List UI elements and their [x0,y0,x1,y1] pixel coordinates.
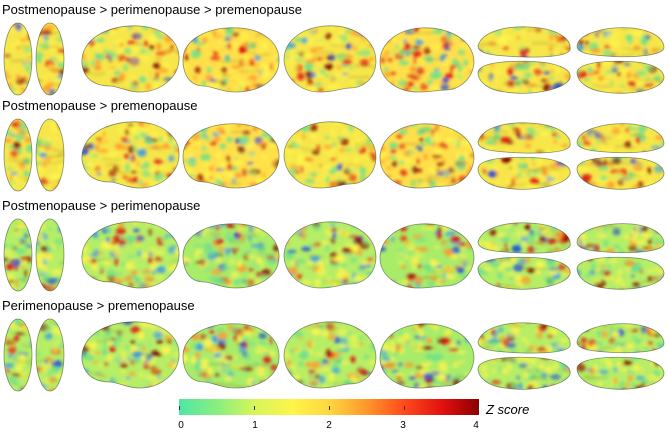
colorbar-tick-2: 2 [326,420,332,431]
brain-maps-svg [3,22,665,96]
brain-view-ventral-bottom-left [477,256,571,290]
brain-view-medial-left [182,27,280,93]
row-title-2: Postmenopause > perimenopause [2,198,201,213]
brain-maps-svg [3,118,665,192]
brain-view-medial-right [379,123,475,189]
brain-view-dorsal-right [35,22,65,96]
brain-maps-svg [3,318,665,392]
brain-view-lateral-left [81,25,180,93]
brain-view-ventral-top-right [576,223,665,254]
brain-row-0 [0,20,669,98]
brain-view-ventral-top-right [576,27,665,58]
brain-maps-svg [3,218,665,292]
brain-view-lateral-right [283,121,377,189]
brain-view-lateral-left [81,321,180,389]
brain-view-lateral-right [283,25,377,93]
brain-view-ventral-bottom-left [477,356,571,390]
colorbar-tick-mark-0 [179,406,180,410]
brain-view-ventral-bottom-left [477,156,571,190]
colorbar-tick-0: 0 [178,420,184,431]
brain-view-lateral-right [283,221,377,289]
brain-view-ventral-bottom-right [576,60,665,94]
colorbar-title: Z score [486,402,530,417]
colorbar-tick-4: 4 [473,420,479,431]
brain-view-ventral-top-right [576,123,665,154]
brain-view-ventral-top-left [477,322,571,354]
colorbar-tick-mark-1 [254,406,255,410]
brain-view-dorsal-right [35,218,65,292]
brain-view-ventral-top-left [477,26,571,58]
brain-view-ventral-bottom-right [576,156,665,190]
brain-row-2 [0,216,669,294]
brain-view-ventral-top-left [477,122,571,154]
row-title-0: Postmenopause > perimenopause > premenop… [2,2,302,17]
brain-view-dorsal-right [35,118,65,192]
brain-view-dorsal-left [3,22,33,96]
brain-view-lateral-left [81,221,180,289]
brain-view-lateral-right [283,321,377,389]
brain-view-ventral-top-right [576,323,665,354]
brain-view-ventral-bottom-right [576,356,665,390]
brain-view-medial-left [182,223,280,289]
colorbar-tick-mark-3 [404,406,405,410]
brain-view-medial-right [379,27,475,93]
colorbar-tick-3: 3 [400,420,406,431]
brain-view-ventral-bottom-right [576,256,665,290]
colorbar-tick-mark-2 [329,406,330,410]
brain-view-medial-left [182,323,280,389]
brain-row-1 [0,116,669,194]
brain-view-ventral-top-left [477,222,571,254]
brain-view-dorsal-right [35,318,65,392]
brain-row-3 [0,316,669,394]
brain-view-dorsal-left [3,318,33,392]
brain-view-medial-left [182,123,280,189]
colorbar-tick-1: 1 [252,420,258,431]
row-title-3: Perimenopause > premenopause [2,298,195,313]
row-title-1: Postmenopause > premenopause [2,98,198,113]
brain-view-ventral-bottom-left [477,60,571,94]
brain-view-medial-right [379,223,475,289]
brain-view-medial-right [379,323,475,389]
colorbar-tick-mark-4 [478,406,479,410]
